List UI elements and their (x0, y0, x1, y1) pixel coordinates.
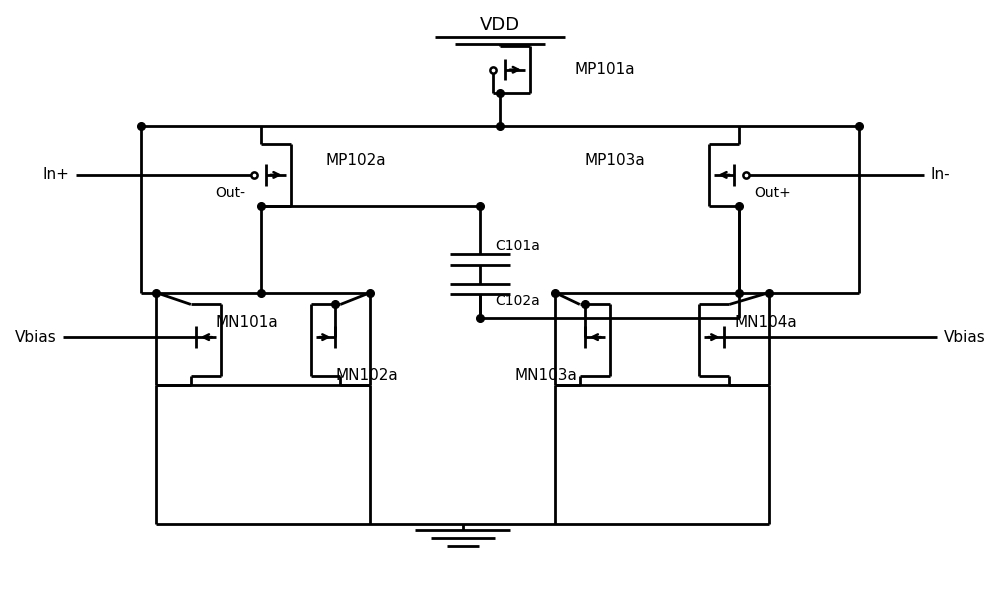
Text: Out-: Out- (216, 186, 246, 201)
Text: MN104a: MN104a (734, 315, 797, 330)
Text: MP101a: MP101a (575, 62, 635, 77)
Text: MN102a: MN102a (335, 368, 398, 383)
Text: Vbias: Vbias (944, 330, 986, 344)
Text: Out+: Out+ (754, 186, 791, 201)
Text: Vbias: Vbias (14, 330, 56, 344)
Text: MN103a: MN103a (515, 368, 578, 383)
Text: MP102a: MP102a (325, 153, 386, 168)
Text: In+: In+ (42, 167, 69, 183)
Text: MN101a: MN101a (216, 315, 279, 330)
Text: C101a: C101a (495, 239, 540, 253)
Text: MP103a: MP103a (585, 153, 646, 168)
Text: C102a: C102a (495, 294, 540, 308)
Text: VDD: VDD (480, 16, 520, 34)
Text: In-: In- (931, 167, 950, 183)
